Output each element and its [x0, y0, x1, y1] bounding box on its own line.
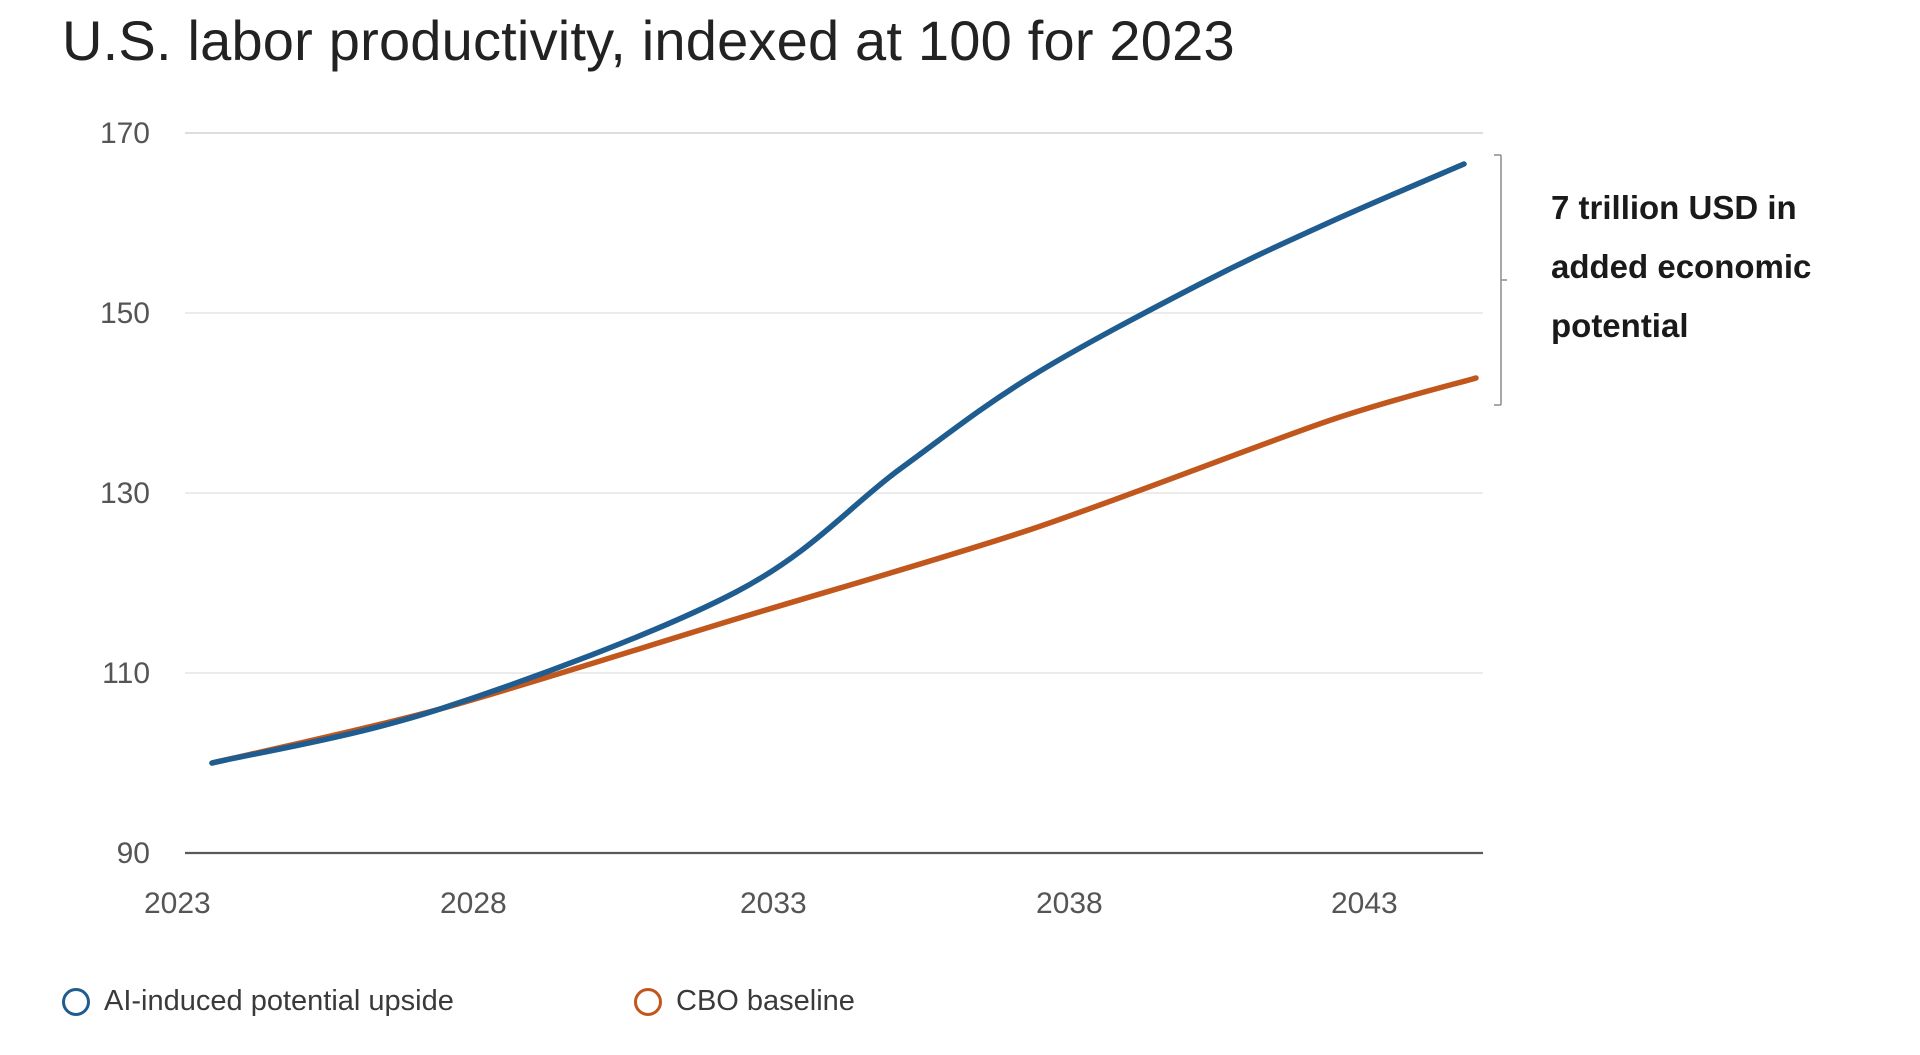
svg-text:2043: 2043 [1331, 887, 1398, 920]
svg-text:110: 110 [102, 657, 150, 690]
svg-text:90: 90 [117, 837, 150, 870]
svg-text:170: 170 [100, 117, 150, 150]
svg-text:2038: 2038 [1036, 887, 1103, 920]
svg-text:2028: 2028 [440, 887, 507, 920]
svg-text:130: 130 [100, 477, 150, 510]
svg-text:2023: 2023 [144, 887, 211, 920]
svg-text:150: 150 [100, 297, 150, 330]
svg-text:2033: 2033 [740, 887, 807, 920]
